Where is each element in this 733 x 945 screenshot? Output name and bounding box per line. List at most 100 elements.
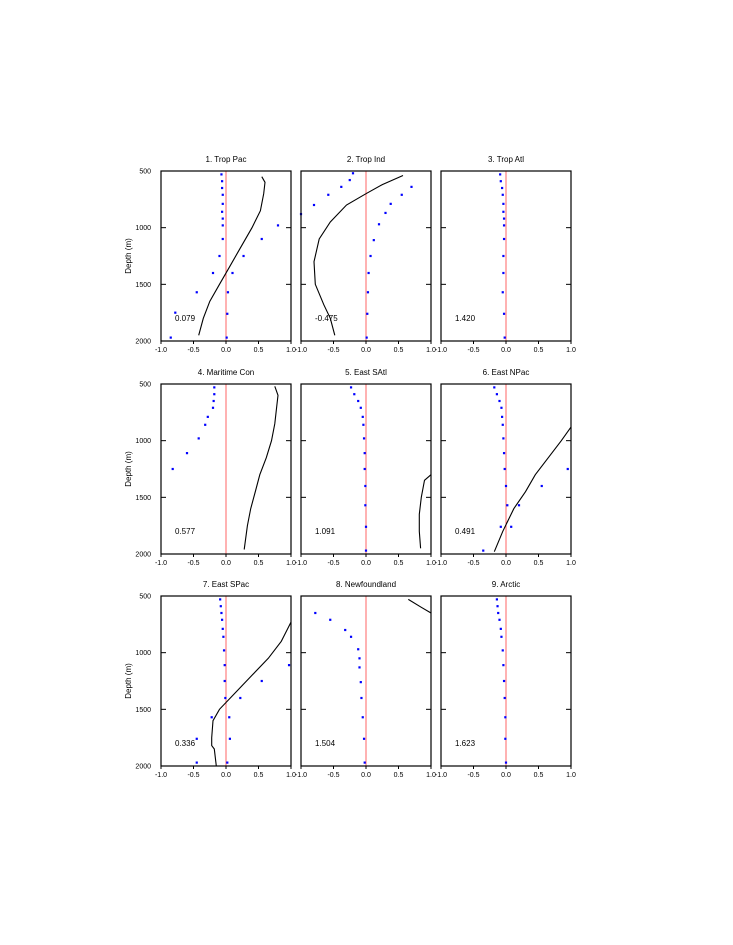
data-point — [502, 254, 505, 258]
x-tick-label: 1.0 — [286, 347, 296, 354]
data-point — [501, 423, 504, 426]
data-point — [195, 737, 198, 740]
data-point — [498, 399, 501, 403]
profile-curve — [198, 176, 266, 336]
x-tick-label: 0.5 — [534, 347, 544, 354]
data-point — [500, 635, 503, 638]
data-point — [358, 657, 361, 660]
x-tick-label: -0.5 — [187, 560, 199, 567]
data-point — [348, 178, 351, 182]
data-point — [364, 504, 367, 507]
data-point — [365, 336, 368, 339]
data-point — [221, 237, 224, 241]
x-tick-label: 0.5 — [254, 560, 264, 567]
data-point — [503, 696, 506, 700]
data-point — [502, 664, 505, 667]
data-point — [329, 618, 332, 621]
x-tick-label: -0.5 — [327, 772, 339, 779]
panel-value-label: 1.091 — [315, 527, 336, 536]
panel-title: 3. Trop Atl — [488, 155, 524, 164]
data-point — [499, 180, 502, 183]
data-point — [228, 716, 231, 719]
data-point — [228, 737, 231, 740]
data-point — [502, 217, 506, 220]
data-point — [340, 185, 343, 188]
panel-title: 9. Arctic — [492, 580, 520, 589]
profile-curve — [243, 386, 279, 550]
data-point — [221, 210, 224, 213]
y-tick-label: 500 — [139, 382, 151, 389]
panel-title: 4. Maritime Con — [198, 368, 254, 377]
y-axis-label: Depth (m) — [124, 451, 133, 487]
data-point — [502, 437, 505, 440]
x-tick-label: 0.5 — [254, 347, 264, 354]
y-tick-label: 1000 — [135, 438, 151, 445]
y-tick-label: 500 — [139, 169, 151, 176]
y-tick-label: 2000 — [135, 339, 151, 346]
data-point — [221, 193, 224, 196]
x-tick-label: -1.0 — [435, 772, 447, 779]
data-point — [566, 467, 569, 471]
data-point — [493, 386, 496, 389]
data-point — [287, 664, 291, 667]
x-tick-label: 0.0 — [221, 560, 231, 567]
data-point — [260, 237, 263, 241]
x-tick-label: 0.5 — [394, 560, 404, 567]
profile-curve — [211, 621, 292, 767]
x-tick-label: -0.5 — [467, 560, 479, 567]
data-point — [499, 627, 502, 630]
data-point — [221, 224, 224, 227]
data-point — [410, 185, 413, 188]
x-tick-label: 0.5 — [394, 347, 404, 354]
data-point — [223, 664, 226, 667]
data-point — [366, 291, 370, 294]
x-tick-label: 0.0 — [501, 347, 511, 354]
panel-title: 5. East SAtl — [345, 368, 387, 377]
data-point — [221, 186, 224, 190]
data-point — [363, 761, 366, 764]
data-point — [367, 271, 370, 275]
x-tick-label: 0.0 — [361, 347, 371, 354]
data-point — [363, 467, 366, 471]
x-tick-label: -1.0 — [435, 347, 447, 354]
data-point — [361, 415, 364, 418]
panel-title: 2. Trop Ind — [347, 155, 385, 164]
data-point — [499, 525, 502, 528]
x-tick-label: 0.0 — [501, 560, 511, 567]
panel-5: -1.0 -0.5 0.0 0.5 1.0 5. East SAtl 1.091 — [295, 368, 436, 567]
y-tick-label: 500 — [139, 594, 151, 601]
data-point — [364, 484, 367, 488]
data-point — [495, 598, 498, 601]
data-point — [497, 611, 500, 615]
data-point — [174, 311, 177, 314]
x-tick-label: -0.5 — [327, 560, 339, 567]
panel-value-label: -0.475 — [315, 314, 338, 323]
data-point — [221, 618, 224, 621]
data-point — [377, 223, 381, 226]
data-point — [502, 679, 506, 683]
x-tick-label: 0.0 — [501, 772, 511, 779]
panel-1: -1.0 -0.5 0.0 0.5 1.0 500 1000 1500 2000 Depth (m… — [124, 155, 296, 354]
panel-9: -1.0 -0.5 0.0 0.5 1.0 9. Arctic 1.623 — [435, 580, 576, 779]
data-point — [499, 173, 502, 176]
data-point — [503, 336, 506, 339]
panel-8: -1.0 -0.5 0.0 0.5 1.0 8. Newfoundland 1.504 — [295, 580, 436, 779]
data-point — [496, 605, 499, 608]
panel-value-label: 0.491 — [455, 527, 476, 536]
data-point — [506, 504, 509, 507]
x-tick-label: 0.0 — [221, 347, 231, 354]
y-axis-label: Depth (m) — [124, 663, 133, 699]
data-point — [349, 386, 353, 389]
data-point — [197, 437, 200, 440]
data-point — [501, 649, 504, 652]
data-point — [211, 406, 215, 409]
data-point — [361, 716, 364, 719]
data-point — [500, 406, 503, 409]
data-point — [502, 312, 506, 315]
data-point — [359, 406, 362, 409]
data-point — [364, 549, 368, 552]
data-point — [363, 452, 366, 455]
data-point — [502, 210, 505, 213]
x-tick-label: -1.0 — [295, 772, 307, 779]
